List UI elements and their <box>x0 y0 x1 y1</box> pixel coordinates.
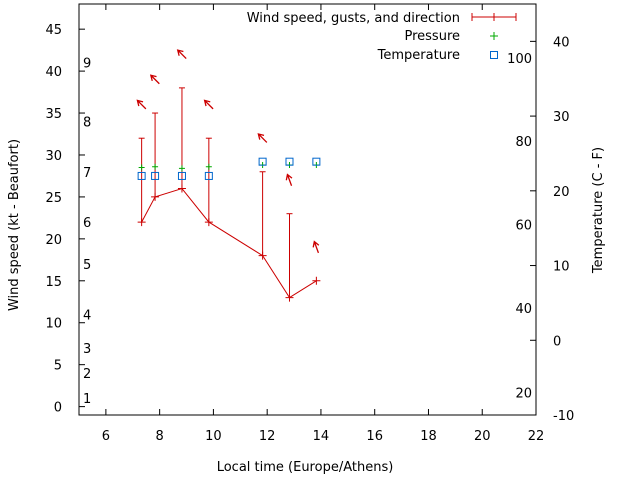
beaufort-label: 7 <box>83 166 91 181</box>
y-axis-label: Wind speed (kt - Beaufort) <box>7 139 22 311</box>
wind-speed-point <box>285 293 294 302</box>
fahrenheit-label: 20 <box>515 387 532 402</box>
temperature-point <box>177 171 186 180</box>
wind-direction-arrow <box>203 99 214 110</box>
pressure-point <box>152 163 159 170</box>
legend-label-wind: Wind speed, gusts, and direction <box>247 11 460 26</box>
beaufort-label: 6 <box>83 216 91 231</box>
y-tick-label: 45 <box>45 23 62 38</box>
fahrenheit-label: 80 <box>515 135 532 150</box>
x-tick-label: 6 <box>102 429 110 444</box>
x-tick-label: 16 <box>366 429 383 444</box>
y-tick-label: 0 <box>54 401 62 416</box>
legend: Wind speed, gusts, and direction Pressur… <box>247 11 517 63</box>
legend-swatch-pressure <box>490 32 498 40</box>
wind-speed-point <box>204 218 213 227</box>
y2-tick-label: 30 <box>553 110 570 125</box>
y2-tick-label: 0 <box>553 334 561 349</box>
temperature-point <box>285 157 294 166</box>
x-tick-label: 18 <box>420 429 437 444</box>
fahrenheit-label: 40 <box>515 302 532 317</box>
wind-speed-point <box>151 192 160 201</box>
beaufort-label: 2 <box>83 367 91 382</box>
x-tick-label: 14 <box>313 429 330 444</box>
plot-frame <box>78 3 537 416</box>
wind-direction-arrow <box>136 99 147 110</box>
x-tick-label: 10 <box>205 429 222 444</box>
wind-speed-line <box>141 187 317 299</box>
x-tick-label: 22 <box>528 429 545 444</box>
y2-tick-label: -10 <box>553 409 574 424</box>
y-tick-label: 40 <box>45 65 62 80</box>
wind-speed-point <box>312 276 321 285</box>
wind-direction-arrow <box>312 240 320 254</box>
wind-direction-arrow <box>257 133 268 143</box>
temperature-point <box>204 171 213 180</box>
beaufort-label: 5 <box>83 258 91 273</box>
axes: 6 8 10 12 14 16 18 20 22051015202530354045-10010… <box>45 3 574 444</box>
beaufort-label: 9 <box>83 57 91 72</box>
y-tick-label: 5 <box>54 359 62 374</box>
legend-label-temperature: Temperature <box>377 48 460 63</box>
y2-tick-label: 40 <box>553 35 570 50</box>
wind-speed-point <box>177 184 186 193</box>
beaufort-label: 8 <box>83 115 91 130</box>
y-tick-label: 10 <box>45 317 62 332</box>
legend-label-pressure: Pressure <box>404 29 460 44</box>
temperature-point <box>312 157 321 166</box>
temperature-point <box>137 171 146 180</box>
pressure-point <box>178 165 185 172</box>
y-tick-label: 35 <box>45 107 62 122</box>
wind-direction-arrow <box>149 74 160 85</box>
fahrenheit-label: 60 <box>515 218 532 233</box>
wind-direction-arrow <box>176 49 187 60</box>
x-tick-label: 20 <box>474 429 491 444</box>
wind-speed-point <box>137 218 146 227</box>
x-tick-label: 12 <box>259 429 276 444</box>
y-tick-label: 30 <box>45 149 62 164</box>
wind-speed-point <box>258 251 267 260</box>
y2-tick-label: 10 <box>553 260 570 275</box>
beaufort-label: 3 <box>83 342 91 357</box>
y2-axis-label: Temperature (C - F) <box>591 147 606 274</box>
beaufort-label: 4 <box>83 308 91 323</box>
y2-tick-label: 20 <box>553 185 570 200</box>
y-tick-label: 25 <box>45 191 62 206</box>
temperature-point <box>151 171 160 180</box>
beaufort-label: 1 <box>83 392 91 407</box>
y-tick-label: 20 <box>45 233 62 248</box>
fahrenheit-label: 100 <box>507 52 532 67</box>
pressure-point <box>138 164 145 171</box>
pressure-point <box>205 163 212 170</box>
temperature-point <box>258 157 267 166</box>
wind-direction-arrow <box>285 173 293 187</box>
x-tick-label: 8 <box>156 429 164 444</box>
y-tick-label: 15 <box>45 275 62 290</box>
legend-swatch-temperature <box>490 51 498 59</box>
x-axis-label: Local time (Europe/Athens) <box>217 460 394 475</box>
plot-area <box>136 49 321 302</box>
